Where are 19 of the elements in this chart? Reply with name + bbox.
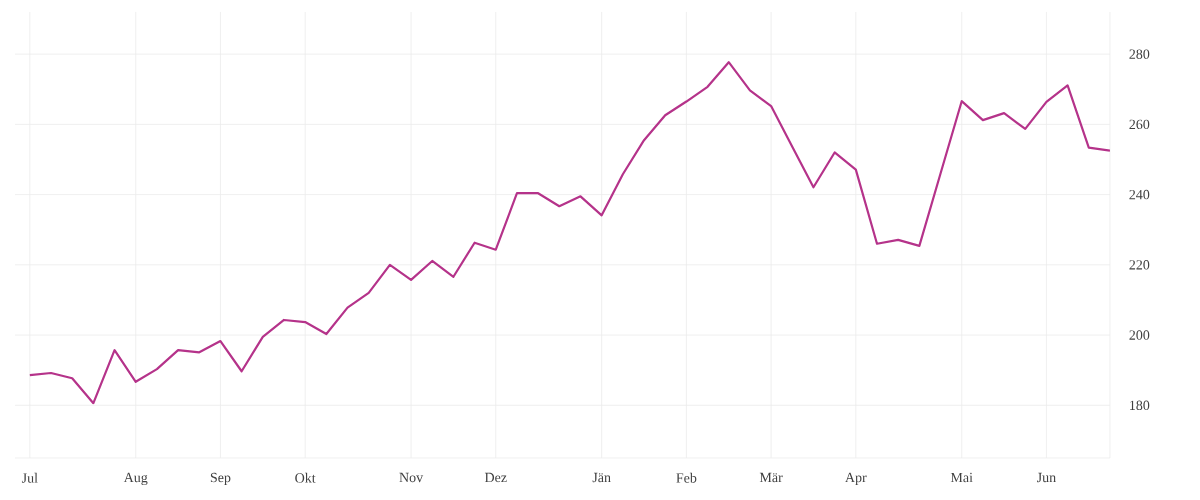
y-tick-label: 200 [1129,330,1150,340]
x-tick-label: Nov [399,472,424,483]
line-series [28,61,1110,405]
y-tick-label: 240 [1129,189,1150,200]
x-tick-label: Feb [676,472,697,483]
x-tick-label: Jun [1037,472,1056,483]
x-tick-label: Mai [950,472,973,483]
x-tick-label: Jän [592,472,611,483]
y-tick-label: 180 [1130,400,1150,411]
x-tick-label: Sep [210,472,231,486]
x-tick-label: Dez [484,472,507,483]
x-tick-label: Apr [845,472,867,486]
y-tick-label: 280 [1129,49,1150,59]
x-tick-label: Okt [295,472,316,483]
x-tick-label: Jul [21,472,38,483]
y-tick-label: 260 [1129,119,1150,130]
y-tick-label: 220 [1129,260,1150,270]
x-tick-label: Aug [123,472,148,486]
x-tick-label: Mär [759,472,783,483]
